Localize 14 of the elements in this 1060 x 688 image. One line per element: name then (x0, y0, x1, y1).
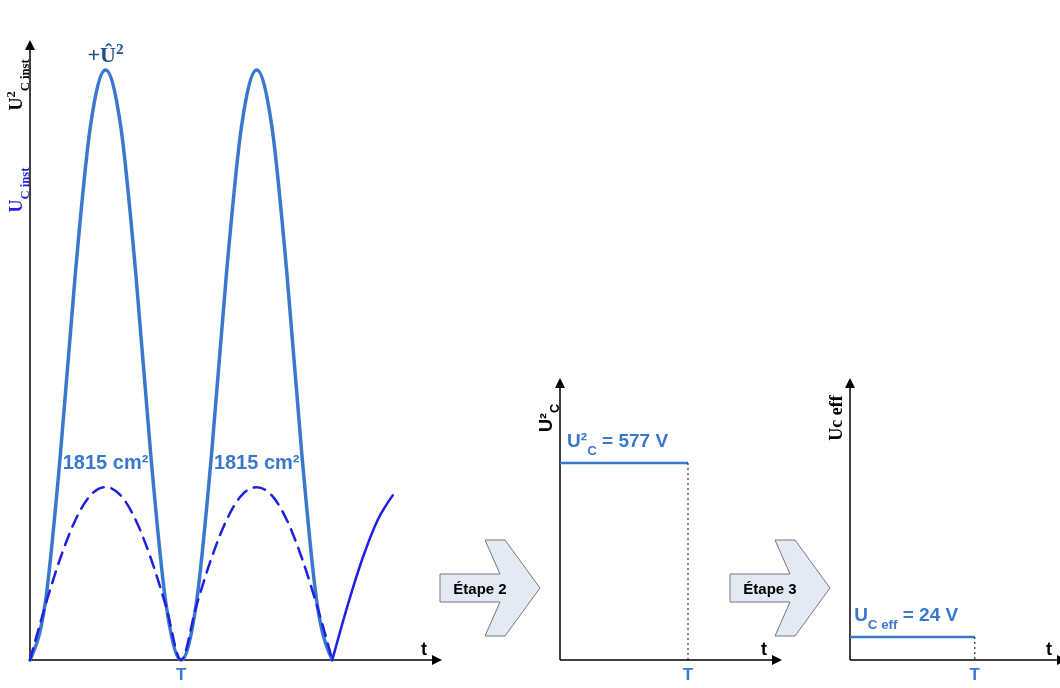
x-axis-title: t (421, 639, 427, 659)
text: Uc eff (826, 394, 846, 441)
annotation: T (175, 665, 187, 684)
text: T (969, 665, 981, 684)
annotation: 1815 cm² (213, 451, 300, 474)
text: t (761, 639, 767, 659)
text: U²$_{C}$ = 577 V (567, 430, 669, 458)
text: t (1046, 639, 1052, 659)
text: Étape 3 (743, 580, 797, 597)
text: U$_{C eff}$ = 24 V (854, 604, 959, 632)
text: Étape 2 (453, 580, 507, 597)
annotation: +Û$^{2}$ (87, 39, 124, 67)
annotation: 1815 cm² (62, 451, 149, 474)
text: T (682, 665, 694, 684)
